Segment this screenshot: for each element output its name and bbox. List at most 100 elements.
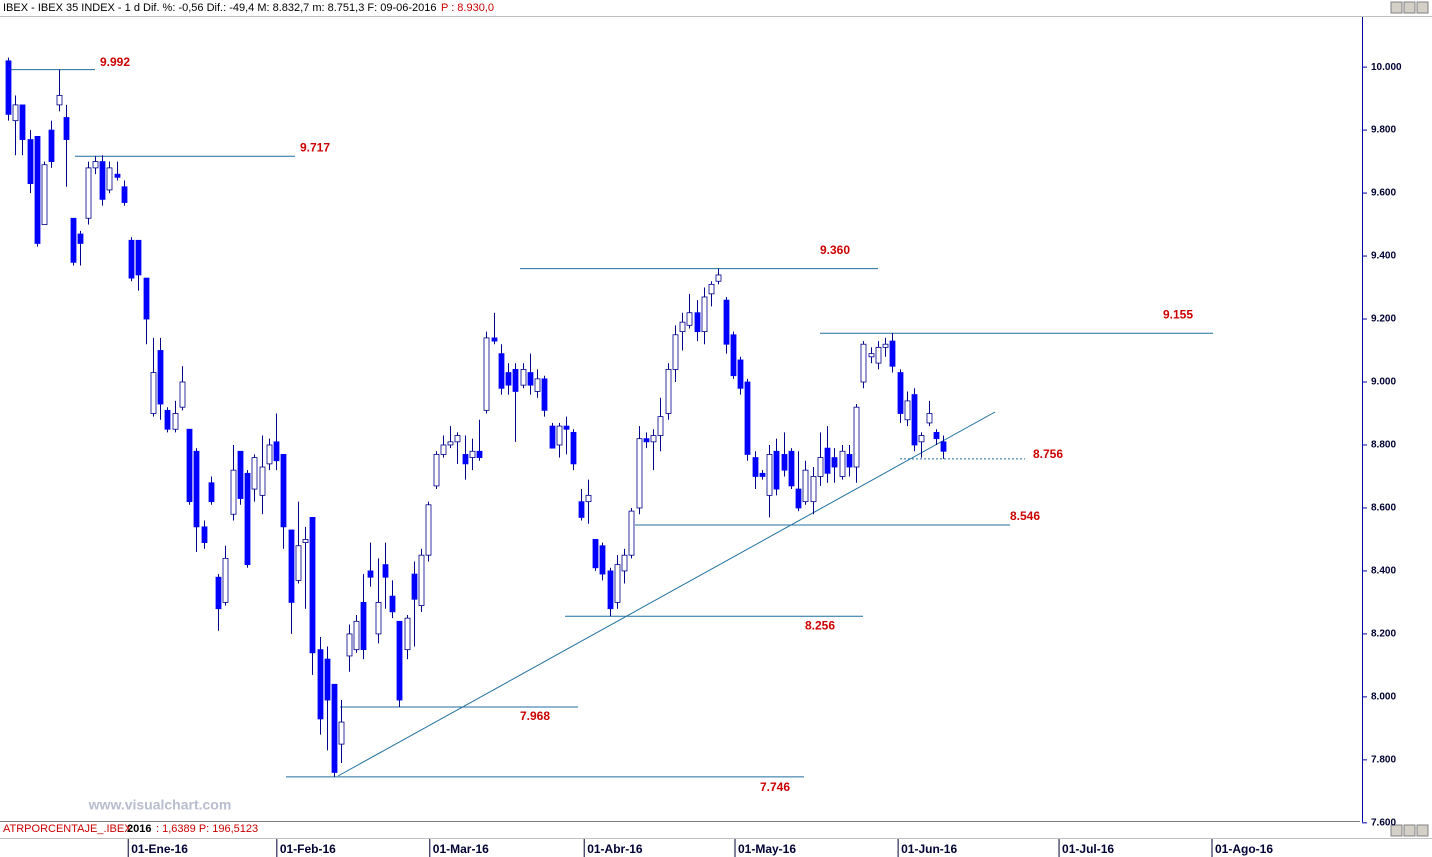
y-tick-label: 8.200	[1371, 629, 1396, 640]
candle-body	[440, 444, 447, 455]
candle-body	[585, 494, 592, 503]
level-label: 7.968	[520, 709, 550, 723]
y-tick-label: 7.600	[1371, 817, 1396, 828]
x-tick-label: 01-Mar-16	[433, 842, 489, 856]
minimize-button[interactable]	[1390, 1, 1403, 14]
candle-body	[875, 346, 882, 364]
candle-body	[614, 564, 621, 603]
candle-body	[186, 428, 193, 503]
candle-body	[324, 658, 331, 701]
candle-body	[744, 381, 751, 455]
candle-body	[520, 369, 527, 386]
candle-body	[860, 343, 867, 383]
candle-body	[469, 450, 476, 458]
level-label: 7.746	[760, 780, 790, 794]
candle-body	[411, 573, 418, 600]
candle-body	[150, 372, 157, 414]
candle-body	[599, 545, 606, 575]
candle-body	[882, 343, 889, 348]
candle-body	[570, 431, 577, 465]
candle-body	[505, 372, 512, 386]
candle-body	[708, 283, 715, 295]
candle-body	[933, 431, 940, 440]
candle-body	[157, 350, 164, 405]
candle-body	[309, 517, 316, 654]
candle-body	[657, 416, 664, 436]
candle-body	[85, 167, 92, 219]
candle-body	[99, 161, 106, 200]
candle-body	[824, 447, 831, 474]
candle-body	[338, 721, 345, 745]
candle-body	[114, 173, 121, 178]
candle-body	[592, 539, 599, 569]
candle-body	[846, 454, 853, 468]
x-tick-label: 01-Jun-16	[901, 842, 957, 856]
candle-body	[831, 457, 838, 468]
candle-body	[650, 435, 657, 443]
candle-body	[665, 369, 672, 414]
candle-body	[498, 353, 505, 389]
candle-body	[679, 321, 686, 333]
candle-body	[607, 570, 614, 610]
trend-line	[337, 411, 996, 777]
candle-body	[672, 334, 679, 370]
candle-body	[404, 617, 411, 651]
x-tick-label: 01-Ago-16	[1215, 842, 1273, 856]
candle-body	[701, 296, 708, 333]
candle-body	[375, 602, 382, 635]
candle-body	[534, 378, 541, 392]
level-label: 8.256	[805, 618, 835, 632]
level-label: 8.546	[1010, 509, 1040, 523]
candle-body	[527, 372, 534, 386]
candle-body	[259, 466, 266, 496]
candle-body	[795, 488, 802, 509]
y-tick-label: 8.800	[1371, 440, 1396, 451]
candle-body	[940, 441, 947, 452]
candle-body	[230, 469, 237, 515]
candle-body	[63, 117, 70, 140]
candle-body	[889, 340, 896, 367]
candle-body	[578, 501, 585, 518]
candle-body	[48, 129, 55, 162]
candle-body	[853, 406, 860, 468]
candle-body	[447, 441, 454, 446]
candle-body	[737, 359, 744, 389]
y-tick-label: 9.600	[1371, 188, 1396, 199]
candle-body	[172, 413, 179, 430]
candle-body	[12, 104, 19, 122]
candle-body	[92, 161, 99, 169]
minimize-button[interactable]	[1390, 824, 1403, 837]
candle-body	[367, 570, 374, 578]
candle-body	[904, 400, 911, 421]
candle-body	[868, 353, 875, 358]
candle-body	[237, 450, 244, 499]
candle-body	[331, 683, 338, 773]
candle-body	[483, 337, 490, 411]
candle-body	[317, 649, 324, 720]
candle-body	[56, 95, 63, 106]
candle-body	[266, 444, 273, 465]
x-tick-label: 01-May-16	[738, 842, 796, 856]
candle-body	[164, 409, 171, 430]
maximize-button[interactable]	[1403, 824, 1416, 837]
candle-body	[476, 450, 483, 458]
candle-body	[773, 450, 780, 490]
y-tick-label: 10.000	[1371, 62, 1402, 73]
candle-body	[389, 595, 396, 613]
candle-body	[425, 504, 432, 556]
close-button[interactable]	[1416, 824, 1429, 837]
candle-body	[27, 139, 34, 185]
candle-body	[418, 554, 425, 606]
candle-body	[686, 312, 693, 326]
candle-body	[396, 620, 403, 701]
y-tick-label: 9.800	[1371, 125, 1396, 136]
candle-body	[179, 381, 186, 408]
candle-body	[353, 620, 360, 651]
close-button[interactable]	[1416, 1, 1429, 14]
candle-body	[193, 450, 200, 528]
maximize-button[interactable]	[1403, 1, 1416, 14]
candle-body	[723, 299, 730, 345]
y-tick-label: 8.400	[1371, 566, 1396, 577]
